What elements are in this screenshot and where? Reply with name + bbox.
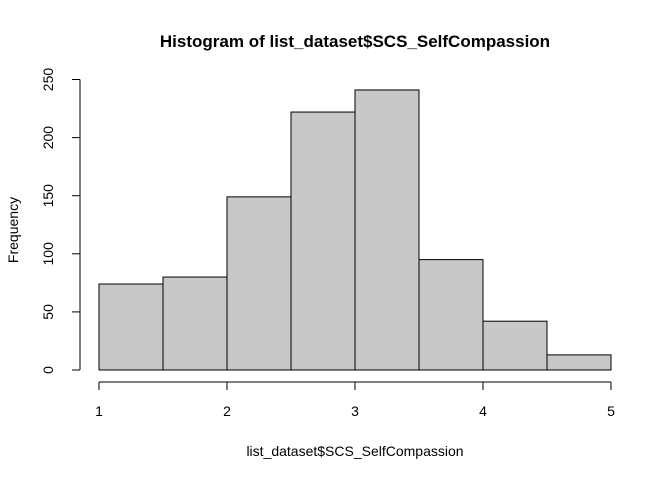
y-tick-label-200: 200 xyxy=(40,126,56,150)
y-axis: 0 50 100 150 200 250 xyxy=(40,68,81,374)
histogram-bar-1 xyxy=(98,283,164,371)
y-tick-label-150: 150 xyxy=(40,184,56,208)
histogram-bar-7 xyxy=(482,320,548,371)
x-axis-label: list_dataset$SCS_SelfCompassion xyxy=(246,443,463,459)
histogram-bar-5 xyxy=(354,89,420,371)
histogram-bar-3 xyxy=(226,196,292,371)
x-tick-label-3: 3 xyxy=(351,403,359,419)
chart-title: Histogram of list_dataset$SCS_SelfCompas… xyxy=(160,32,550,51)
x-tick-label-5: 5 xyxy=(607,403,615,419)
y-tick-label-50: 50 xyxy=(40,304,56,320)
x-axis: 1 2 3 4 5 xyxy=(95,381,615,419)
y-tick-label-0: 0 xyxy=(40,366,56,374)
y-axis-label: Frequency xyxy=(5,197,21,263)
bars-group xyxy=(98,89,612,371)
histogram-bar-4 xyxy=(290,111,356,371)
y-tick-label-100: 100 xyxy=(40,242,56,266)
y-tick-label-250: 250 xyxy=(40,68,56,92)
x-tick-label-2: 2 xyxy=(223,403,231,419)
x-tick-label-1: 1 xyxy=(95,403,103,419)
histogram-bar-8 xyxy=(546,354,612,371)
histogram-bar-6 xyxy=(418,259,484,371)
histogram-bar-2 xyxy=(162,276,228,371)
x-tick-label-4: 4 xyxy=(479,403,487,419)
